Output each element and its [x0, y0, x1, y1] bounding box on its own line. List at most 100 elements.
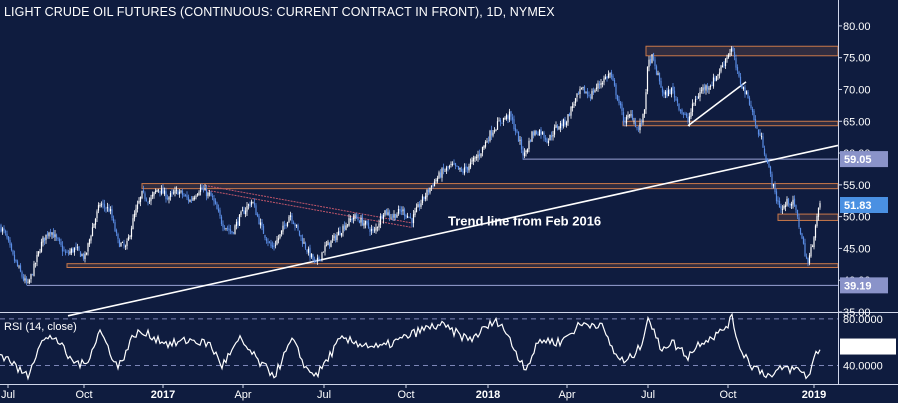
candle-body	[697, 96, 700, 99]
candle-body	[298, 230, 301, 236]
candle-body	[126, 240, 128, 246]
candle-body	[130, 228, 133, 237]
candle-body	[745, 91, 748, 95]
candle-body	[453, 163, 455, 165]
candle-body	[505, 114, 508, 119]
candle-body	[369, 228, 371, 232]
candle-body	[817, 207, 820, 217]
candle-body	[331, 238, 334, 240]
candle-body	[153, 192, 155, 196]
candle-body	[507, 115, 509, 119]
candle-body	[70, 248, 73, 253]
candle-body	[219, 210, 221, 217]
candle-body	[66, 251, 68, 253]
candle-body	[594, 90, 596, 92]
candle-body	[526, 148, 529, 153]
candle-body	[735, 58, 737, 68]
candle-body	[430, 185, 433, 188]
candle-body	[48, 232, 50, 237]
candle-body	[123, 243, 125, 246]
candle-body	[247, 204, 250, 206]
candle-body	[274, 244, 277, 246]
zone-band	[622, 120, 839, 127]
candle-body	[744, 87, 746, 95]
candle-body	[379, 216, 382, 225]
candle-body	[804, 243, 806, 257]
candle-body	[597, 83, 599, 89]
last-price-text: 51.83	[844, 200, 872, 212]
rsi-line	[0, 312, 821, 381]
time-tick-label: Jul	[641, 389, 655, 401]
candle-body	[705, 85, 707, 91]
candle-body	[432, 184, 434, 187]
candle-body	[213, 198, 215, 202]
candle-body	[31, 274, 34, 276]
candle-body	[610, 72, 613, 77]
candle-body	[727, 54, 730, 58]
candle-body	[487, 140, 490, 141]
price-tick-label: 50.00	[843, 212, 871, 224]
candle-body	[795, 205, 797, 210]
candle-body	[477, 154, 479, 158]
candle-body	[801, 233, 803, 239]
channel-line	[204, 184, 413, 224]
candle-body	[400, 210, 403, 212]
candle-body	[651, 54, 653, 63]
candle-body	[52, 232, 55, 238]
candle-body	[504, 118, 506, 120]
candle-body	[498, 120, 500, 122]
candle-body	[609, 73, 611, 75]
candle-body	[168, 197, 170, 200]
candle-body	[220, 216, 223, 225]
candle-body	[282, 225, 284, 232]
candle-body	[768, 163, 770, 168]
candle-body	[741, 84, 743, 89]
candle-body	[318, 257, 320, 260]
candlesticks	[0, 45, 821, 286]
candle-body	[472, 157, 475, 162]
candle-body	[652, 53, 655, 60]
candle-body	[61, 245, 64, 252]
candle-body	[46, 233, 49, 236]
candle-body	[303, 242, 305, 244]
candle-body	[414, 211, 416, 216]
candle-body	[561, 123, 563, 126]
candle-body	[630, 114, 632, 116]
candle-body	[739, 76, 742, 84]
candle-body	[375, 227, 377, 231]
candle-body	[427, 189, 430, 193]
candle-body	[139, 196, 142, 202]
candle-body	[486, 141, 488, 143]
candle-body	[789, 204, 791, 205]
price-tick-label: 45.00	[843, 243, 871, 255]
candle-body	[760, 136, 763, 137]
channel-line	[204, 189, 413, 228]
candle-body	[22, 276, 25, 281]
candle-body	[147, 201, 149, 203]
candle-body	[646, 66, 649, 92]
candle-body	[681, 109, 683, 114]
candle-body	[501, 122, 503, 124]
candle-body	[411, 218, 413, 224]
rsi-panel: 80.0000 40.0000 56.2604 RSI (14, close)	[0, 312, 896, 381]
candle-body	[466, 167, 469, 170]
candle-body	[546, 138, 548, 143]
candle-body	[64, 251, 67, 253]
candle-body	[88, 239, 91, 245]
candle-body	[655, 66, 658, 75]
candle-body	[583, 86, 586, 94]
candle-body	[607, 73, 610, 78]
candle-body	[643, 109, 646, 114]
candle-body	[141, 190, 143, 199]
candle-body	[69, 251, 71, 254]
candle-body	[24, 278, 26, 281]
candle-body	[445, 167, 448, 171]
candle-body	[712, 77, 715, 87]
candle-body	[552, 135, 554, 137]
candle-body	[511, 117, 514, 120]
candle-body	[111, 209, 113, 218]
candle-body	[517, 131, 520, 142]
candle-body	[100, 204, 103, 206]
candle-body	[660, 81, 662, 88]
candle-body	[606, 76, 608, 79]
